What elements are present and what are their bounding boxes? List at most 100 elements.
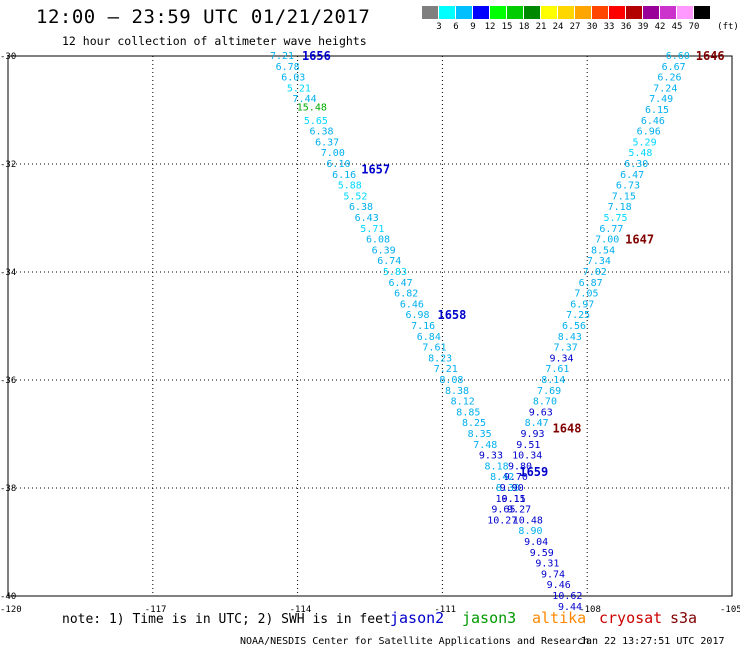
- color-scale-label: 45: [671, 22, 683, 32]
- pass-time-label: 1659: [519, 465, 548, 479]
- wave-height-value: 5.71: [360, 224, 384, 235]
- color-scale-label: 12: [484, 22, 496, 32]
- wave-height-value: 7.34: [587, 256, 611, 267]
- wave-height-value: 10.27: [487, 515, 517, 526]
- wave-height-value: 6.39: [372, 245, 396, 256]
- color-swatch: [456, 6, 473, 19]
- wave-height-value: 9.11: [501, 494, 525, 505]
- color-scale-label: 27: [569, 22, 581, 32]
- pass-time-label: 1647: [625, 233, 654, 247]
- color-scale-label: 6: [453, 22, 459, 32]
- wave-height-value: 8.42: [490, 472, 514, 483]
- wave-height-value: 7.00: [595, 235, 619, 246]
- wave-height-value: 9.80: [508, 461, 532, 472]
- legend-cryosat: cryosat: [599, 609, 663, 627]
- wave-height-value: 5.48: [628, 148, 652, 159]
- wave-height-value: 8.54: [591, 245, 615, 256]
- color-scale-label: 30: [586, 22, 598, 32]
- wave-height-value: 7.48: [473, 440, 497, 451]
- wave-height-value: 7.69: [537, 386, 561, 397]
- color-swatch: [473, 6, 490, 19]
- color-scale-label: 36: [620, 22, 632, 32]
- wave-height-value: 6.98: [405, 310, 429, 321]
- legend-s3a: s3a: [670, 609, 698, 627]
- credit-line: NOAA/NESDIS Center for Satellite Applica…: [240, 636, 590, 647]
- wave-height-value: 7.05: [574, 289, 598, 300]
- wave-height-value: 7.15: [612, 191, 636, 202]
- wave-height-value: 7.44: [293, 94, 317, 105]
- latitude-tick-label: -34: [0, 268, 16, 278]
- wave-height-value: 7.16: [411, 321, 435, 332]
- wave-height-value: 9.59: [530, 548, 554, 559]
- color-swatch: [677, 6, 694, 19]
- wave-height-value: 7.61: [422, 343, 446, 354]
- longitude-tick-label: -108: [579, 605, 601, 615]
- wave-height-value: 10.34: [512, 451, 542, 462]
- wave-height-value: 6.73: [616, 181, 640, 192]
- color-scale-labels: 3 6 9 12 15 18 21 24 27 30 33 36 39 42 45 70 (ft): [422, 22, 740, 34]
- wave-height-value: 8.12: [451, 397, 475, 408]
- pass-time-label: 1648: [553, 422, 582, 436]
- longitude-tick-label: -120: [0, 605, 22, 615]
- wave-height-value: 5.65: [304, 116, 328, 127]
- color-swatch: [592, 6, 609, 19]
- wave-height-value: 6.77: [599, 224, 623, 235]
- color-swatch: [541, 6, 558, 19]
- page-subtitle: 12 hour collection of altimeter wave hei…: [62, 34, 367, 48]
- color-swatch: [507, 6, 524, 19]
- pass-time-label: 1657: [361, 162, 390, 176]
- wave-height-value: 6.38: [349, 202, 373, 213]
- wave-height-value: 8.90: [518, 526, 542, 537]
- wave-height-value: 8.43: [558, 332, 582, 343]
- wave-height-value: 6.56: [562, 321, 586, 332]
- color-swatch: [439, 6, 456, 19]
- wave-height-value: 7.02: [583, 267, 607, 278]
- wave-height-value: 9.70: [504, 472, 528, 483]
- color-scale-label: 42: [654, 22, 666, 32]
- color-swatch: [660, 6, 677, 19]
- legend-jason2: jason2: [390, 609, 445, 627]
- wave-height-value: 8.35: [468, 429, 492, 440]
- wave-height-value: 6.26: [657, 73, 681, 84]
- wave-height-value: 9.04: [524, 537, 548, 548]
- wave-height-value: 5.75: [603, 213, 627, 224]
- wave-height-value: 7.21: [270, 51, 294, 62]
- wave-height-value: 8.30: [496, 483, 520, 494]
- latitude-tick-label: -36: [0, 376, 16, 386]
- wave-height-value: 6.74: [377, 256, 401, 267]
- color-swatch: [609, 6, 626, 19]
- wave-height-value: 10.48: [513, 515, 543, 526]
- wave-height-value: 8.47: [525, 418, 549, 429]
- longitude-tick-label: -114: [290, 605, 312, 615]
- pass-time-label: 1646: [696, 49, 725, 63]
- wave-height-value: 6.47: [389, 278, 413, 289]
- wave-height-value: 6.60: [666, 51, 690, 62]
- color-scale-label: 33: [603, 22, 615, 32]
- wave-height-value: 7.37: [554, 343, 578, 354]
- wave-height-value: 7.61: [545, 364, 569, 375]
- wave-height-value: 9.74: [541, 569, 565, 580]
- color-scale-bar: [422, 6, 711, 19]
- wave-height-value: 8.23: [428, 353, 452, 364]
- wave-height-value: 5.21: [287, 83, 311, 94]
- wave-height-value: 7.25: [566, 310, 590, 321]
- color-scale-label: 21: [535, 22, 547, 32]
- color-scale-label: 39: [637, 22, 649, 32]
- pass-time-label: 1658: [437, 308, 466, 322]
- latitude-tick-label: -30: [0, 52, 16, 62]
- color-scale-label: 9: [470, 22, 476, 32]
- wave-height-value: 6.97: [570, 299, 594, 310]
- color-swatch: [490, 6, 507, 19]
- color-scale-label: 3: [436, 22, 442, 32]
- wave-height-value: 9.33: [479, 451, 503, 462]
- latitude-tick-label: -40: [0, 592, 16, 602]
- wave-height-value: 6.38: [309, 127, 333, 138]
- wave-height-value: 6.10: [326, 159, 350, 170]
- wave-height-value: 6.78: [276, 62, 300, 73]
- wave-height-value: 6.67: [662, 62, 686, 73]
- wave-height-value: 7.24: [653, 83, 677, 94]
- wave-height-value: 8.08: [439, 375, 463, 386]
- wave-height-value: 7.00: [321, 148, 345, 159]
- wave-height-value: 10.15: [496, 494, 526, 505]
- wave-height-value: 9.44: [558, 602, 582, 613]
